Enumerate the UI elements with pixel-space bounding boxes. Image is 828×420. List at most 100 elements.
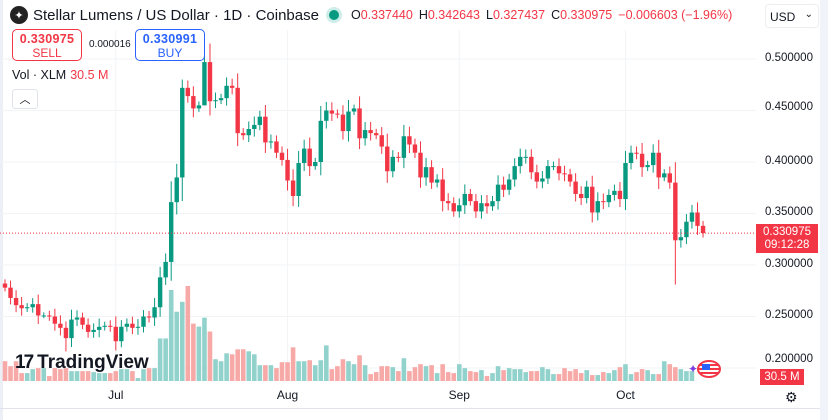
ohlc-close: C0.330975 <box>551 8 612 22</box>
volume-bar <box>340 359 346 381</box>
price-tick: 0.200000 <box>765 353 813 365</box>
volume-bar <box>24 373 30 381</box>
candle-body <box>241 133 246 136</box>
candle-body <box>423 167 429 178</box>
volume-bar <box>240 349 246 381</box>
volume-bar <box>135 378 141 381</box>
candle-body <box>379 135 384 147</box>
volume-bar <box>124 369 130 381</box>
volume-bar <box>296 361 301 381</box>
candle-body <box>8 287 13 298</box>
volume-bar <box>534 371 540 381</box>
volume-bar <box>2 361 8 381</box>
candle-body <box>678 237 684 241</box>
volume-bar <box>152 368 157 381</box>
candle-body <box>512 166 517 180</box>
candle-body <box>645 165 650 168</box>
currency-select[interactable]: USD ⌄ <box>765 4 819 28</box>
candle-body <box>124 323 130 327</box>
high-value: 0.342643 <box>427 8 480 22</box>
volume-bar <box>185 286 191 381</box>
tradingview-mark-icon: 17 <box>15 352 34 373</box>
volume-bar <box>396 371 401 381</box>
volume-bar <box>268 365 274 381</box>
sell-button[interactable]: 0.330975 SELL <box>12 29 82 61</box>
volume-bar <box>318 360 324 381</box>
symbol-title[interactable]: Stellar Lumens / US Dollar · 1D · Coinba… <box>33 6 319 24</box>
time-axis-label: Oct <box>616 388 635 402</box>
candle-body <box>41 315 46 317</box>
volume-bar <box>274 368 279 381</box>
candle-body <box>551 166 556 168</box>
volume-bar <box>229 354 235 381</box>
candle-body <box>373 133 379 136</box>
volume-bar <box>628 374 634 381</box>
collapse-legend-button[interactable]: ︿ <box>12 89 38 109</box>
candle-body <box>357 108 362 139</box>
brand-name: TradingView <box>37 352 149 373</box>
chevron-down-icon: ⌄ <box>804 9 813 20</box>
candle-body <box>47 315 52 317</box>
candle-body <box>268 141 274 143</box>
sparkle-icon[interactable]: ✦ <box>688 362 699 376</box>
volume-bar <box>390 367 396 381</box>
candle-body <box>429 167 434 183</box>
candle-body <box>146 316 152 318</box>
volume-bar <box>650 374 656 381</box>
volume-bar <box>645 370 650 381</box>
volume-bar <box>351 364 357 381</box>
buy-button[interactable]: 0.330991 BUY <box>135 29 205 61</box>
right-scrollbar[interactable] <box>820 0 828 420</box>
candle-body <box>301 148 307 164</box>
volume-bar <box>102 373 108 381</box>
volume-bar <box>379 366 385 381</box>
chart-settings-icon[interactable]: ⚙ <box>785 389 798 405</box>
volume-bar <box>617 367 623 381</box>
candle-body <box>446 201 451 204</box>
candle-body <box>58 323 63 328</box>
volume-legend[interactable]: Vol · XLM 30.5 M <box>12 68 108 82</box>
candle-body <box>390 156 395 172</box>
candle-body <box>634 152 639 154</box>
candle-body <box>313 162 318 167</box>
volume-bar <box>191 323 196 381</box>
candle-body <box>556 166 562 174</box>
volume-bar <box>634 372 639 381</box>
candle-body <box>246 129 251 136</box>
volume-bar <box>58 369 63 381</box>
volume-bar <box>412 367 418 381</box>
volume-bar <box>373 372 379 381</box>
candle-body <box>218 98 224 101</box>
volume-bar <box>257 365 263 381</box>
candlestick-chart[interactable] <box>0 0 760 420</box>
buy-label: BUY <box>157 46 183 60</box>
candle-body <box>578 193 584 199</box>
candle-body <box>80 317 85 325</box>
candle-body <box>174 177 179 203</box>
candle-body <box>2 283 8 288</box>
volume-bar <box>207 331 213 381</box>
volume-bar <box>661 361 667 381</box>
candle-body <box>434 179 440 183</box>
volume-bar <box>656 374 662 381</box>
candle-body <box>590 186 595 213</box>
candle-body <box>396 156 401 158</box>
volume-bar <box>113 371 119 381</box>
candle-body <box>224 85 229 99</box>
candle-body <box>207 62 213 102</box>
us-flag-icon[interactable] <box>697 360 721 378</box>
candle-body <box>141 316 146 327</box>
volume-bar <box>529 371 534 381</box>
candle-body <box>501 184 506 190</box>
volume-bar <box>423 366 429 381</box>
open-label: O <box>350 8 361 22</box>
volume-bar <box>224 353 229 381</box>
price-tick: 0.400000 <box>765 155 813 167</box>
candle-body <box>468 193 473 202</box>
candle-body <box>296 163 301 196</box>
volume-bar <box>639 369 645 381</box>
volume-bar <box>689 371 695 381</box>
volume-bar <box>401 358 407 381</box>
candle-body <box>119 326 124 342</box>
candle-body <box>573 181 578 194</box>
